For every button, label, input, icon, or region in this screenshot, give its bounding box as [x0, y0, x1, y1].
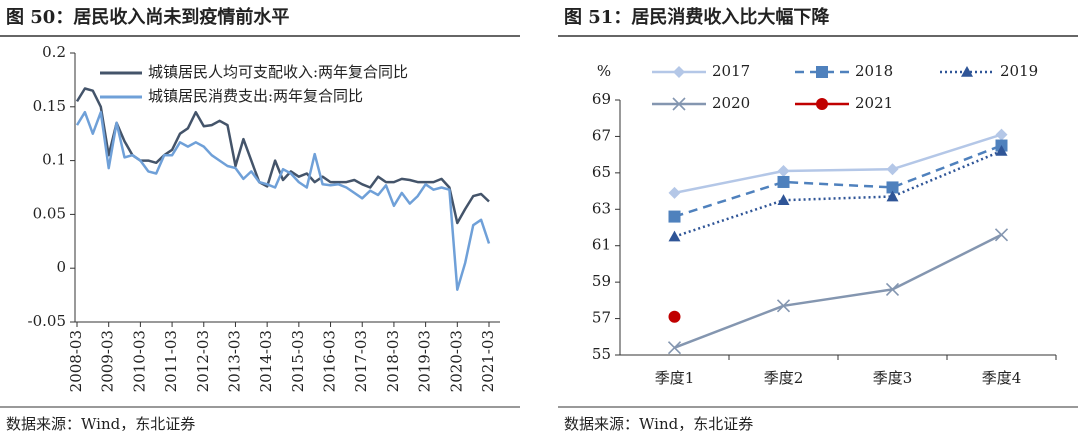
y-tick-label: 63	[592, 199, 611, 217]
x-tick-label: 2012-03	[194, 330, 212, 392]
x-tick-label: 2016-03	[321, 330, 339, 392]
y-tick-label: -0.05	[28, 312, 66, 330]
x-tick-label: 2011-03	[162, 330, 180, 392]
marker	[816, 66, 828, 78]
y-tick-label: 0.1	[42, 151, 66, 169]
x-tick-label: 季度2	[764, 369, 804, 387]
y-axis-label: %	[597, 62, 611, 80]
series-line	[674, 233, 1003, 349]
marker	[886, 163, 899, 176]
marker	[886, 181, 899, 194]
x-tick-label: 2015-03	[289, 330, 307, 392]
legend-label: 2020	[712, 94, 750, 112]
x-tick-label: 2018-03	[384, 330, 402, 392]
y-tick-label: 61	[592, 236, 611, 254]
x-tick-label: 2017-03	[352, 330, 370, 392]
y-tick-label: 67	[592, 126, 611, 144]
y-tick-label: 0.15	[33, 97, 66, 115]
x-tick-label: 2020-03	[447, 330, 465, 392]
legend-label: 城镇居民消费支出:两年复合同比	[148, 87, 363, 105]
marker	[777, 165, 790, 178]
x-tick-label: 2008-03	[67, 330, 85, 392]
marker	[673, 66, 685, 78]
y-tick-label: 55	[592, 345, 611, 363]
marker	[961, 66, 973, 77]
y-tick-label: 0.2	[42, 43, 66, 61]
x-tick-label: 季度3	[873, 369, 913, 387]
x-tick-label: 季度1	[655, 369, 695, 387]
marker	[994, 228, 1009, 242]
legend-label: 2019	[1000, 62, 1038, 80]
x-tick-label: 2013-03	[225, 330, 243, 392]
marker	[886, 190, 899, 202]
x-tick-label: 2014-03	[257, 330, 275, 392]
x-tick-label: 2010-03	[130, 330, 148, 392]
x-tick-label: 2019-03	[416, 330, 434, 392]
series-line	[75, 110, 491, 291]
series-line	[75, 87, 490, 225]
x-tick-label: 2009-03	[99, 330, 117, 392]
marker	[776, 299, 791, 313]
legend-label: 2018	[855, 62, 893, 80]
source-note: 数据来源：Wind，东北证券	[564, 415, 753, 433]
y-tick-label: 59	[592, 272, 611, 290]
series-line	[674, 133, 1002, 195]
marker	[777, 175, 790, 188]
marker	[672, 97, 686, 111]
marker	[995, 145, 1008, 156]
source-note: 数据来源：Wind，东北证券	[6, 415, 195, 433]
marker	[777, 194, 790, 205]
x-tick-label: 2021-03	[479, 330, 497, 392]
marker	[668, 310, 681, 323]
x-tick-label: 季度4	[982, 369, 1022, 387]
y-tick-label: 57	[592, 309, 611, 327]
y-tick-label: 69	[592, 90, 611, 108]
chart-title: 图 51：居民消费收入比大幅下降	[564, 6, 830, 28]
chart-title: 图 50：居民收入尚未到疫情前水平	[6, 6, 289, 28]
marker	[885, 282, 900, 296]
legend-label: 城镇居民人均可支配收入:两年复合同比	[148, 63, 408, 81]
legend-label: 2021	[855, 94, 893, 112]
legend-label: 2017	[712, 62, 750, 80]
marker	[668, 186, 681, 199]
marker	[668, 210, 681, 223]
marker	[816, 98, 828, 110]
marker	[667, 341, 682, 355]
y-tick-label: 0	[56, 258, 66, 276]
marker	[995, 128, 1008, 141]
marker	[668, 230, 681, 242]
y-tick-label: 65	[592, 163, 611, 181]
series-line	[674, 144, 1002, 218]
y-tick-label: 0.05	[33, 204, 66, 222]
